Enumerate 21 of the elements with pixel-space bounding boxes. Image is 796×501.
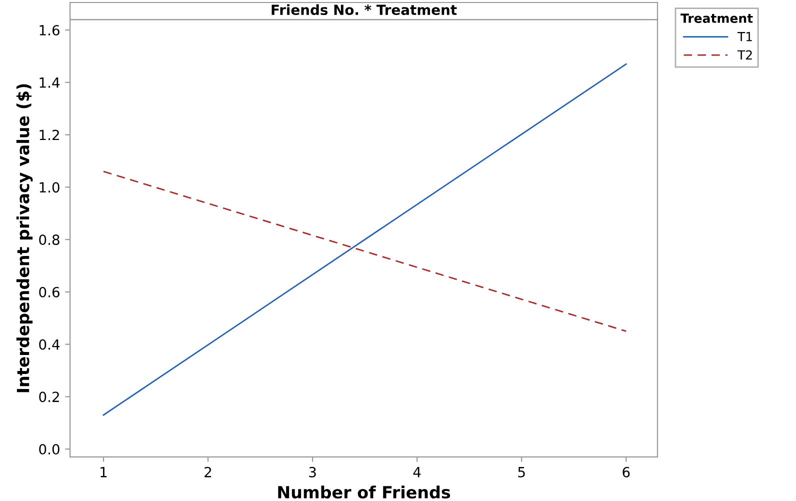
chart-title: Friends No. * Treatment (272, 4, 457, 16)
y-tick-label: 1.2 (40, 130, 59, 140)
y-tick-label: 1.0 (40, 182, 60, 193)
y-tick-label: 0.2 (39, 392, 59, 402)
y-tick-label: 0.0 (39, 444, 60, 455)
x-axis-title: Number of Friends (278, 486, 450, 499)
x-tick-label: 2 (204, 466, 212, 478)
y-tick-label: 0.8 (39, 234, 60, 246)
y-tick-label: 1.4 (40, 78, 60, 88)
x-tick-label: 5 (518, 467, 525, 478)
y-tick-label: 0.6 (39, 286, 60, 298)
x-tick-label: 6 (622, 466, 630, 478)
legend-title: Treatment (680, 14, 753, 23)
x-tick-label: 4 (413, 467, 421, 478)
legend-label: T1 (737, 32, 752, 42)
y-tick-label: 1.6 (40, 24, 60, 36)
x-tick-label: 3 (309, 466, 316, 478)
legend-label: T2 (737, 50, 752, 60)
y-axis-title: Interdependent privacy value ($) (16, 84, 33, 392)
y-tick-label: 0.4 (39, 339, 60, 350)
x-tick-label: 1 (100, 467, 107, 478)
